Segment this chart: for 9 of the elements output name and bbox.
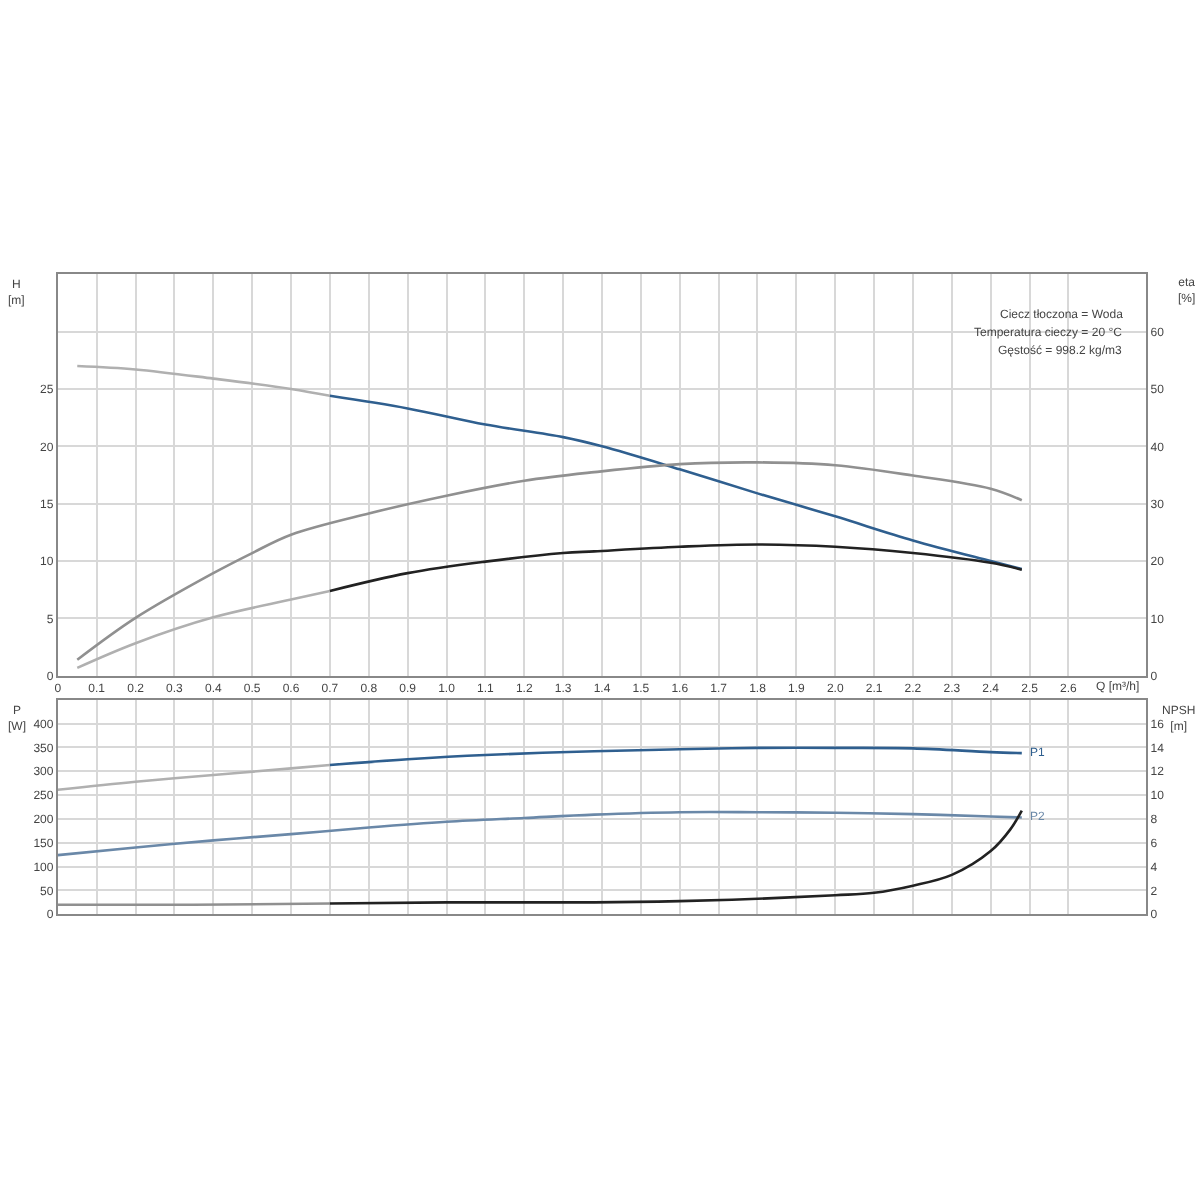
line-series: [328, 394, 1024, 571]
line-series: [328, 746, 1024, 767]
line-series: [57, 810, 1024, 857]
line-series: [75, 589, 332, 670]
line-series: [328, 809, 1024, 905]
line-series: [75, 461, 1024, 662]
line-series: [328, 543, 1024, 593]
line-series: [75, 364, 332, 398]
line-series: [57, 763, 332, 792]
